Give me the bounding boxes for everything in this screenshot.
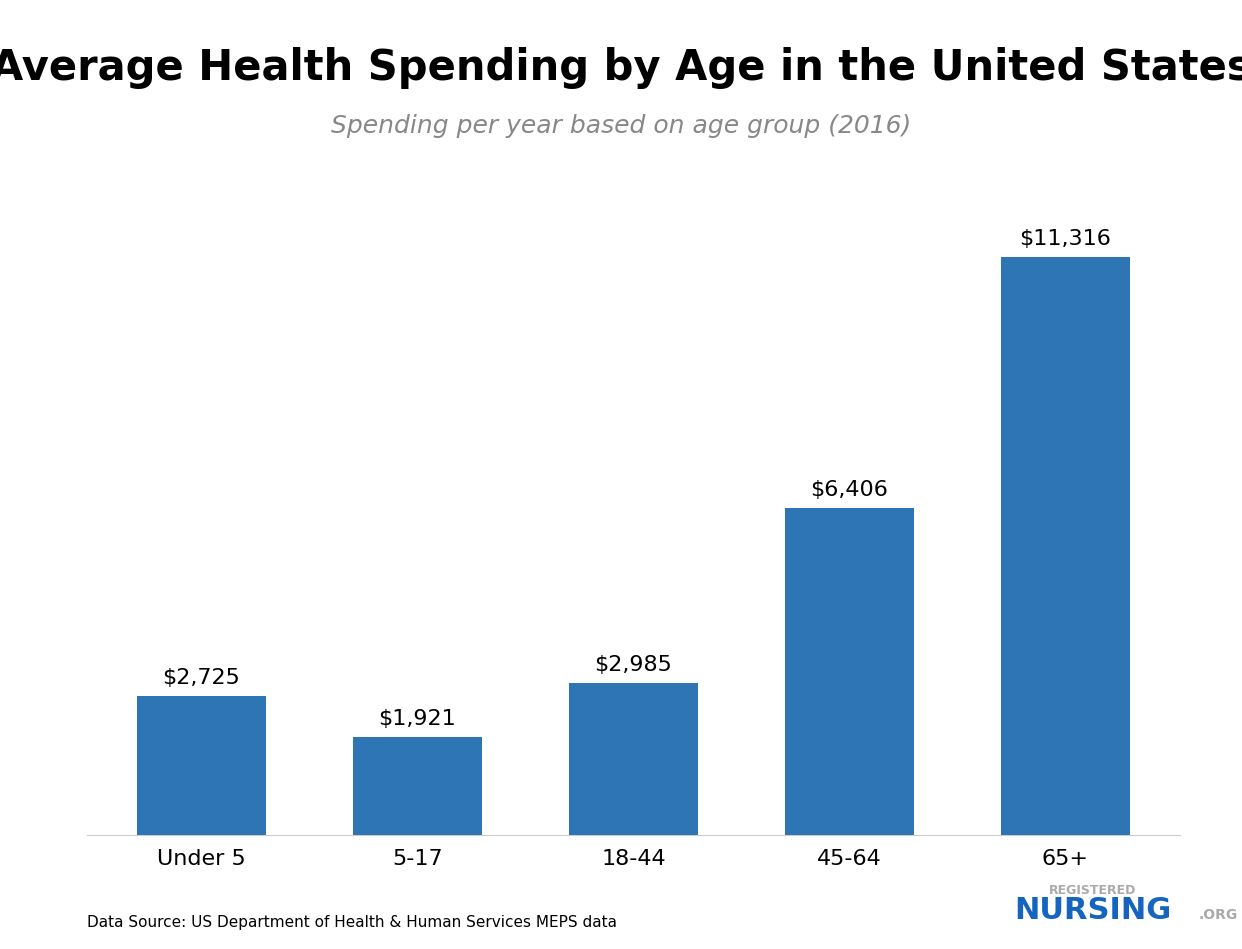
Text: $6,406: $6,406 (811, 480, 888, 500)
Bar (1001, 257, 1130, 835)
Text: $1,921: $1,921 (379, 709, 456, 729)
Bar (137, 696, 266, 835)
Text: $2,985: $2,985 (595, 655, 672, 675)
Text: .ORG: .ORG (1199, 908, 1238, 922)
Text: $11,316: $11,316 (1020, 230, 1112, 250)
Bar (785, 508, 914, 835)
Bar (353, 737, 482, 835)
Bar (569, 682, 698, 835)
Text: Average Health Spending by Age in the United States: Average Health Spending by Age in the Un… (0, 47, 1242, 89)
Text: Data Source: US Department of Health & Human Services MEPS data: Data Source: US Department of Health & H… (87, 915, 617, 930)
Text: Spending per year based on age group (2016): Spending per year based on age group (20… (330, 114, 912, 138)
Text: $2,725: $2,725 (163, 668, 241, 688)
Text: NURSING: NURSING (1015, 896, 1171, 925)
Text: REGISTERED: REGISTERED (1049, 884, 1136, 897)
